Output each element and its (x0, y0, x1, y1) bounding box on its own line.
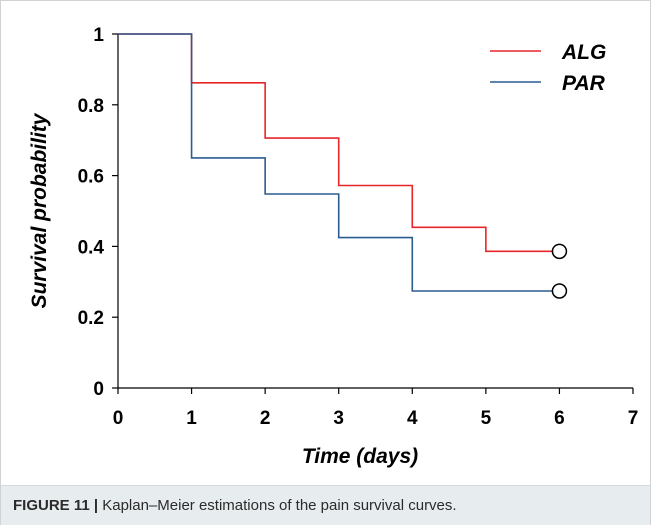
y-tick-label: 0.4 (78, 237, 105, 258)
legend: ALG PAR (490, 41, 606, 95)
x-tick-label: 6 (554, 408, 565, 429)
y-axis-title: Survival probability (28, 112, 51, 308)
x-axis-title: Time (days) (302, 445, 418, 468)
x-tick-label: 4 (407, 408, 418, 429)
series-line-par (118, 33, 560, 292)
censor-marker-alg (551, 243, 568, 260)
figure-caption: FIGURE 11 | Kaplan–Meier estimations of … (13, 497, 457, 514)
caption-bar: FIGURE 11 | Kaplan–Meier estimations of … (1, 485, 650, 525)
y-tick-label: 0.2 (78, 308, 104, 329)
y-tick-label: 0 (93, 379, 104, 400)
x-tick-label: 7 (628, 408, 639, 429)
x-tick-label: 3 (333, 408, 344, 429)
axes: 0 0.2 0.4 0.6 0.8 1 0 1 2 3 4 5 6 7 (78, 25, 639, 429)
y-tick-label: 0.6 (78, 167, 104, 188)
y-tick-label: 0.8 (78, 96, 104, 117)
legend-label-alg: ALG (561, 41, 606, 64)
caption-text: Kaplan–Meier estimations of the pain sur… (98, 497, 457, 514)
x-tick-label: 2 (260, 408, 271, 429)
y-tick-label: 1 (93, 25, 104, 46)
x-tick-label: 5 (481, 408, 492, 429)
survival-chart: 0 0.2 0.4 0.6 0.8 1 0 1 2 3 4 5 6 7 ALG PAR Time (days… (28, 25, 639, 468)
legend-label-par: PAR (562, 72, 606, 95)
x-tick-label: 0 (113, 408, 124, 429)
series-layer (118, 33, 568, 299)
x-tick-label: 1 (186, 408, 197, 429)
censor-marker-par (551, 283, 568, 299)
caption-label: FIGURE 11 | (13, 497, 99, 514)
